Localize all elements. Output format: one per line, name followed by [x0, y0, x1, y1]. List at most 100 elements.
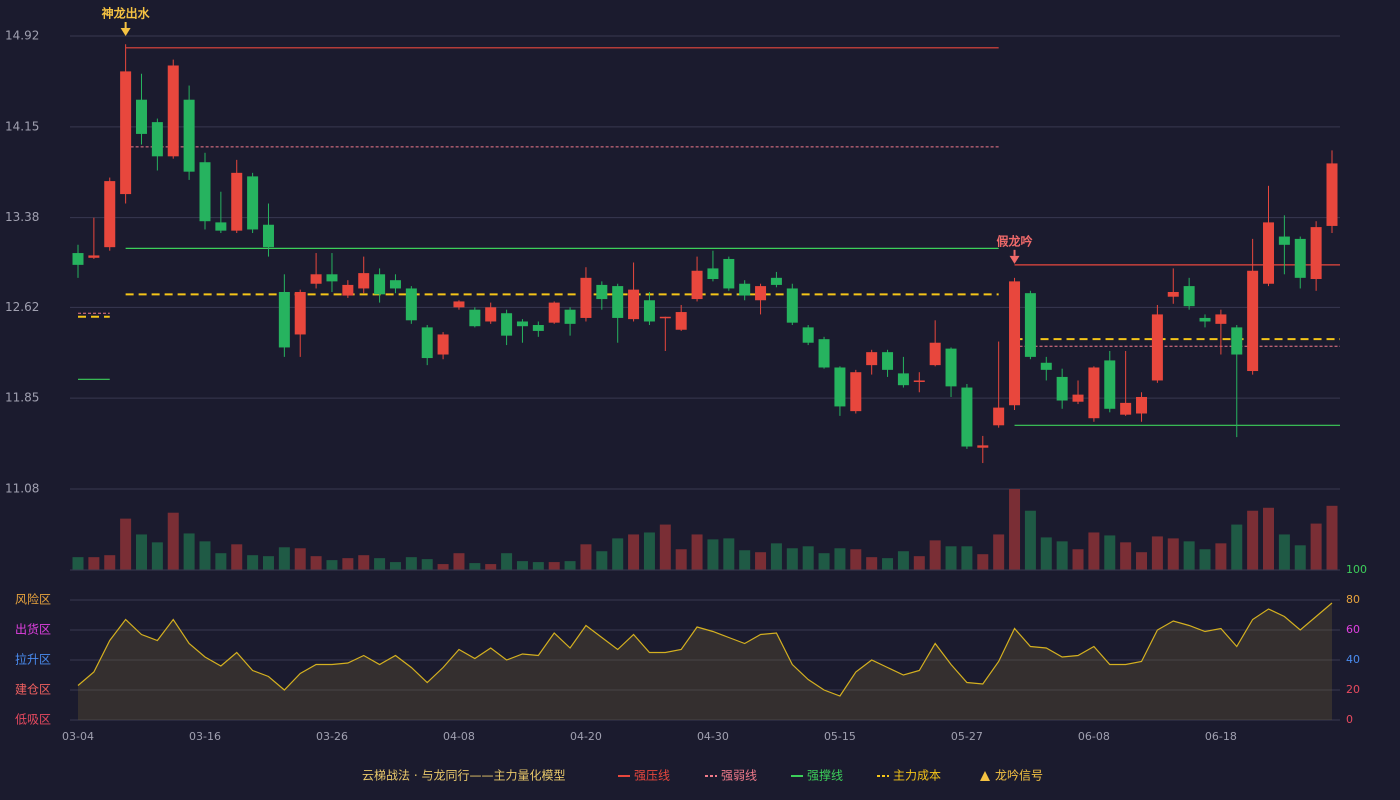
candle-body — [326, 274, 338, 282]
x-tick-label: 05-27 — [951, 730, 983, 743]
volume-bar — [1294, 545, 1306, 570]
candle-body — [358, 273, 370, 289]
volume-bar — [469, 563, 481, 570]
candle-body — [818, 339, 830, 368]
candle-body — [374, 274, 386, 295]
volume-bar — [501, 553, 513, 570]
volume-bar — [1136, 552, 1148, 570]
legend-label: 龙吟信号 — [995, 768, 1043, 783]
volume-bar — [786, 548, 798, 570]
candle-body — [183, 99, 195, 172]
x-tick-label: 03-26 — [316, 730, 348, 743]
volume-bar — [1024, 510, 1036, 570]
volume-bar — [326, 560, 338, 570]
indicator-line — [77, 602, 1333, 697]
candle-body — [723, 258, 735, 289]
volume-bar — [850, 549, 862, 570]
candle-body — [1183, 286, 1195, 307]
volume-bar — [135, 534, 147, 570]
candle-body — [548, 302, 560, 323]
volume-bar — [294, 548, 306, 570]
candle-body — [580, 277, 592, 318]
candle-body — [628, 289, 640, 320]
volume-bar — [834, 548, 846, 570]
volume-bar — [1088, 532, 1100, 570]
volume-bar — [802, 546, 814, 570]
zone-label: 低吸区 — [15, 713, 51, 727]
candle-body — [643, 300, 655, 322]
volume-bar — [564, 561, 576, 570]
candle-body — [1215, 314, 1227, 324]
candle-body — [770, 277, 782, 285]
candle-body — [564, 309, 576, 324]
candle-body — [1326, 163, 1338, 226]
volume-bar — [961, 546, 973, 570]
volume-bar — [310, 556, 322, 570]
volume-bar — [1056, 541, 1068, 570]
volume-bar — [818, 553, 830, 570]
volume-bar — [1310, 523, 1322, 570]
candle-body — [1120, 402, 1132, 415]
candle-body — [1310, 227, 1322, 280]
volume-bar — [183, 533, 195, 570]
volume-bar — [262, 556, 274, 570]
legend-label: 强弱线 — [721, 769, 757, 783]
volume-bar — [1120, 542, 1132, 570]
candle-body — [88, 255, 100, 258]
candle-body — [1294, 238, 1306, 278]
volume-bar — [707, 539, 719, 570]
x-tick-label: 03-16 — [189, 730, 221, 743]
volume-bar — [485, 564, 497, 570]
volume-bar — [1183, 541, 1195, 570]
candle-body — [532, 325, 544, 331]
candle-body — [215, 222, 227, 231]
candle-body — [421, 327, 433, 359]
candle-body — [405, 288, 417, 321]
candle-body — [802, 327, 814, 343]
volume-bar — [1326, 505, 1338, 570]
volume-bar — [770, 543, 782, 570]
volume-bar — [389, 562, 401, 570]
indicator-tick-label: 20 — [1346, 683, 1360, 696]
legend-label: 主力成本 — [893, 769, 941, 783]
x-tick-label: 04-20 — [570, 730, 602, 743]
y-tick-label: 12.62 — [5, 300, 39, 314]
volume-bar — [437, 564, 449, 570]
candle-body — [739, 283, 751, 296]
candle-body — [72, 253, 84, 265]
zone-label: 拉升区 — [15, 652, 51, 667]
legend-symbol — [980, 771, 990, 781]
candle-body — [977, 445, 989, 448]
x-tick-label: 05-15 — [824, 730, 856, 743]
candle-body — [755, 286, 767, 301]
volume-bar — [580, 544, 592, 570]
candle-body — [834, 367, 846, 407]
candle-body — [247, 176, 259, 230]
candle-body — [993, 407, 1005, 426]
volume-bar — [1263, 507, 1275, 570]
volume-bar — [215, 553, 227, 570]
legend-title: 云梯战法 · 与龙同行——主力量化模型 — [362, 769, 565, 783]
candle-body — [516, 321, 528, 327]
candle-body — [929, 342, 941, 366]
volume-bar — [1009, 489, 1021, 570]
candle-body — [1167, 291, 1179, 297]
zone-label: 风险区 — [15, 592, 51, 607]
volume-bar — [405, 557, 417, 570]
candle-body — [1104, 360, 1116, 409]
volume-bar — [659, 524, 671, 570]
y-tick-label: 13.38 — [5, 210, 39, 224]
signal-label: 假龙吟 — [997, 233, 1033, 248]
candle-body — [866, 352, 878, 366]
zone-label: 建仓区 — [15, 683, 51, 697]
volume-bar — [516, 561, 528, 570]
candle-body — [1009, 281, 1021, 406]
y-tick-label: 14.92 — [5, 29, 39, 43]
volume-bar — [1278, 534, 1290, 570]
zone-label: 出货区 — [15, 622, 51, 637]
candle-body — [612, 286, 624, 318]
candle-body — [262, 224, 274, 248]
candle-body — [104, 181, 116, 248]
